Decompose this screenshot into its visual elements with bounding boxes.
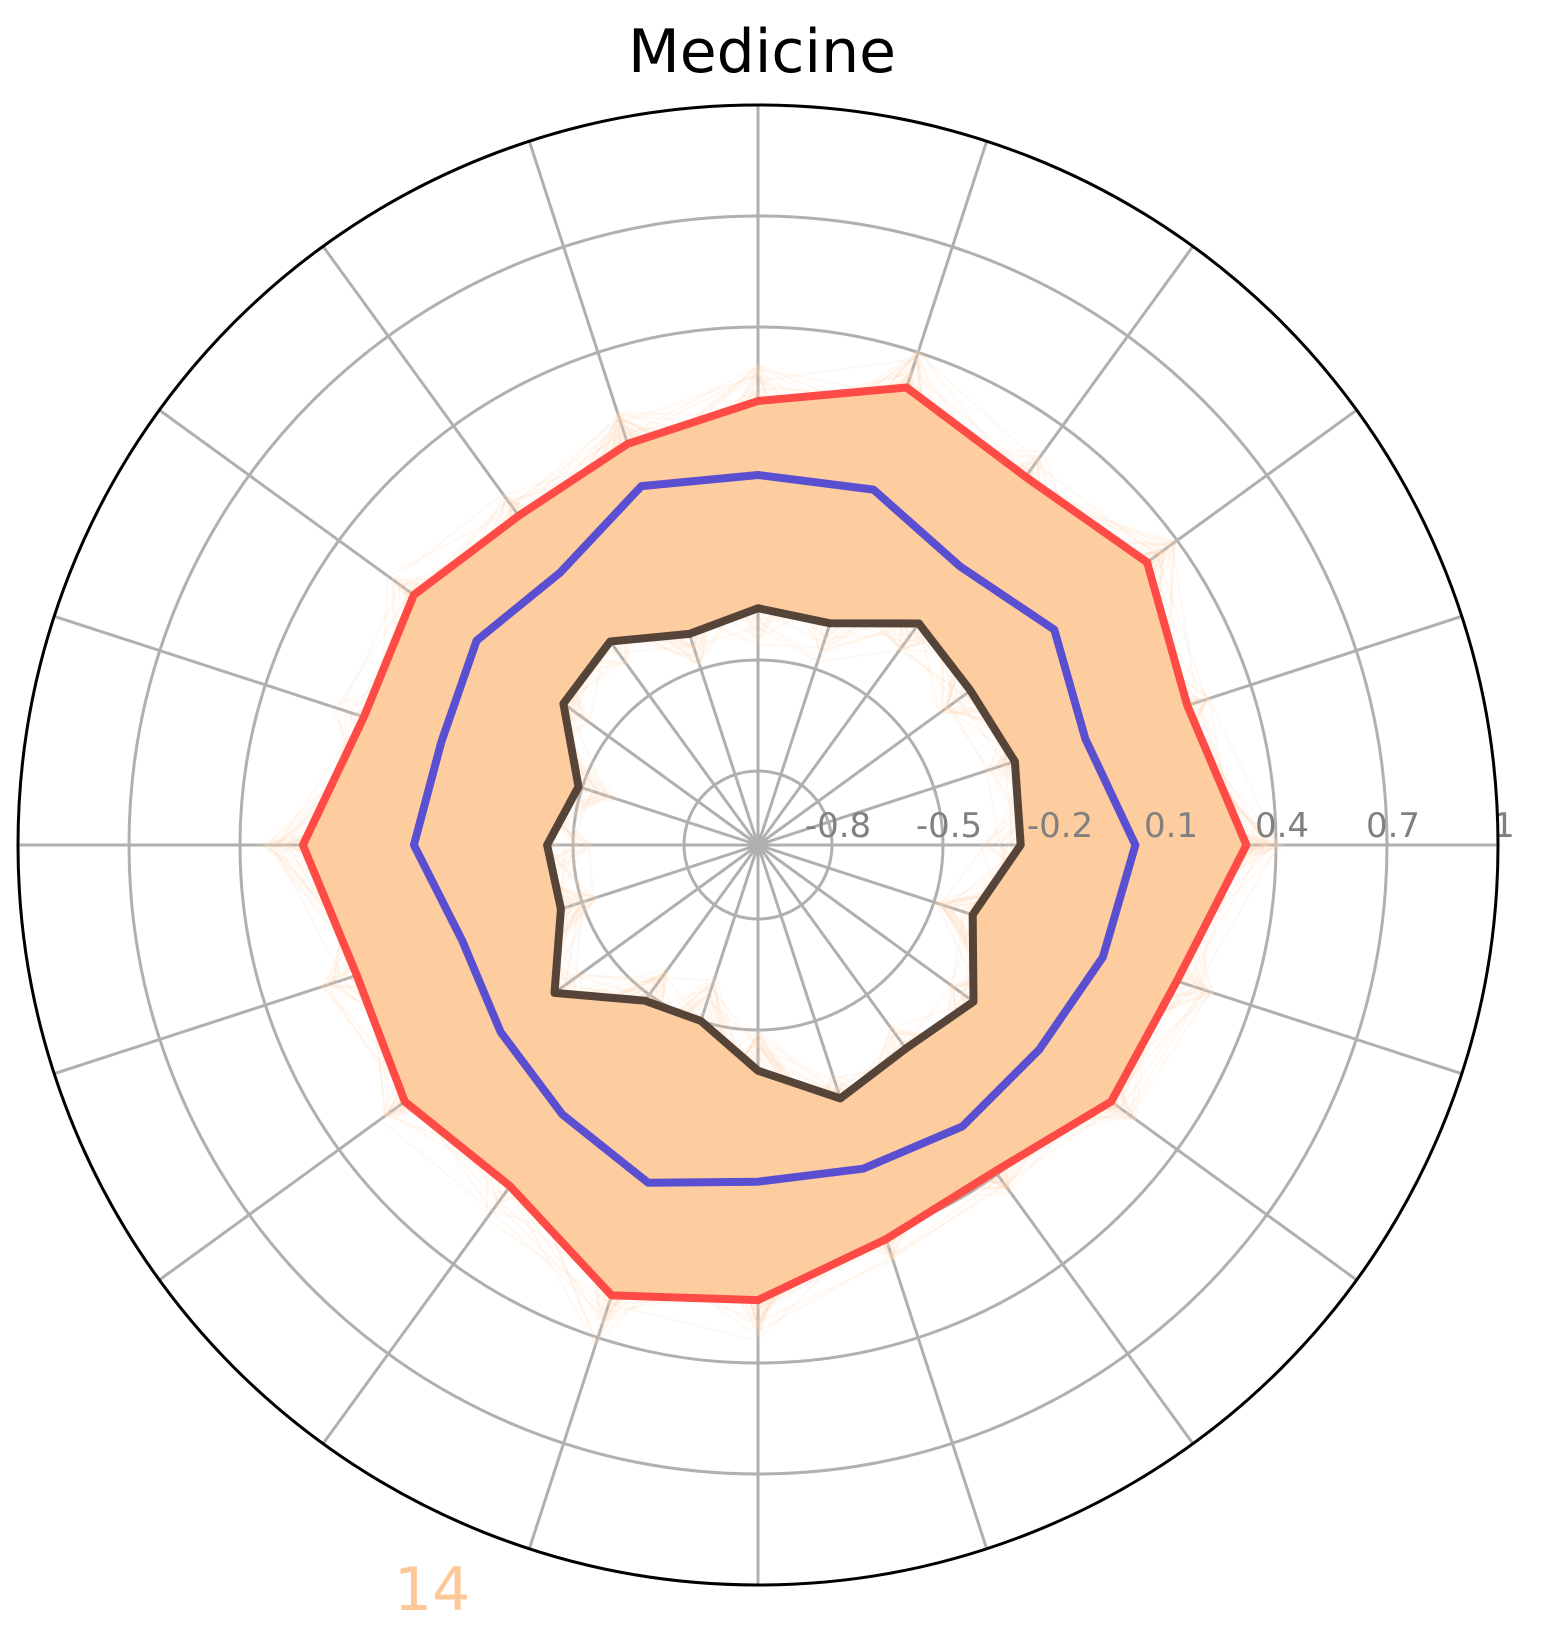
- radial-tick-label: 0.4: [1255, 806, 1309, 846]
- outer-frame: [16, 103, 1500, 1587]
- radial-tick-label: -0.2: [1027, 806, 1093, 846]
- range-band: [302, 387, 1247, 1301]
- upper-series-line: [298, 383, 1251, 1305]
- radial-tick-label: 0.1: [1144, 806, 1198, 846]
- radial-tick-label: 0.7: [1366, 806, 1420, 846]
- chart-title: Medicine: [628, 17, 896, 87]
- middle-series-line: [409, 471, 1140, 1187]
- lower-series-line: [543, 604, 1025, 1103]
- series-lines: [298, 383, 1251, 1305]
- corner-label: 14: [394, 1555, 470, 1625]
- radial-tick-labels: -0.8 -0.5 -0.2 0.1 0.4 0.7 1: [805, 806, 1515, 846]
- radial-tick-label: -0.5: [916, 806, 982, 846]
- radial-tick-label: -0.8: [805, 806, 871, 846]
